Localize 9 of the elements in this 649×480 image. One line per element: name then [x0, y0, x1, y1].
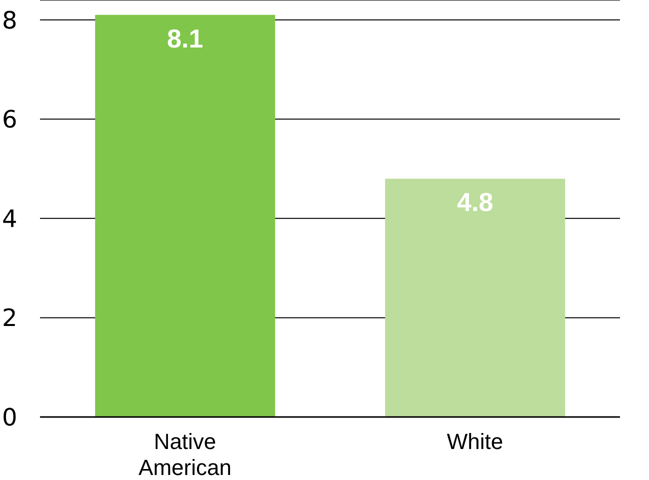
y-tick-label: 0 [2, 404, 18, 432]
x-tick-label: White [446, 429, 504, 454]
y-tick-label: 8 [2, 6, 18, 34]
data-label: 4.8 [457, 187, 494, 218]
data-label: 8.1 [167, 23, 204, 54]
y-tick-label: 2 [2, 304, 18, 332]
y-tick-label: 6 [2, 106, 18, 134]
x-tick-label: Native American [138, 429, 232, 480]
y-tick-label: 4 [2, 204, 18, 233]
